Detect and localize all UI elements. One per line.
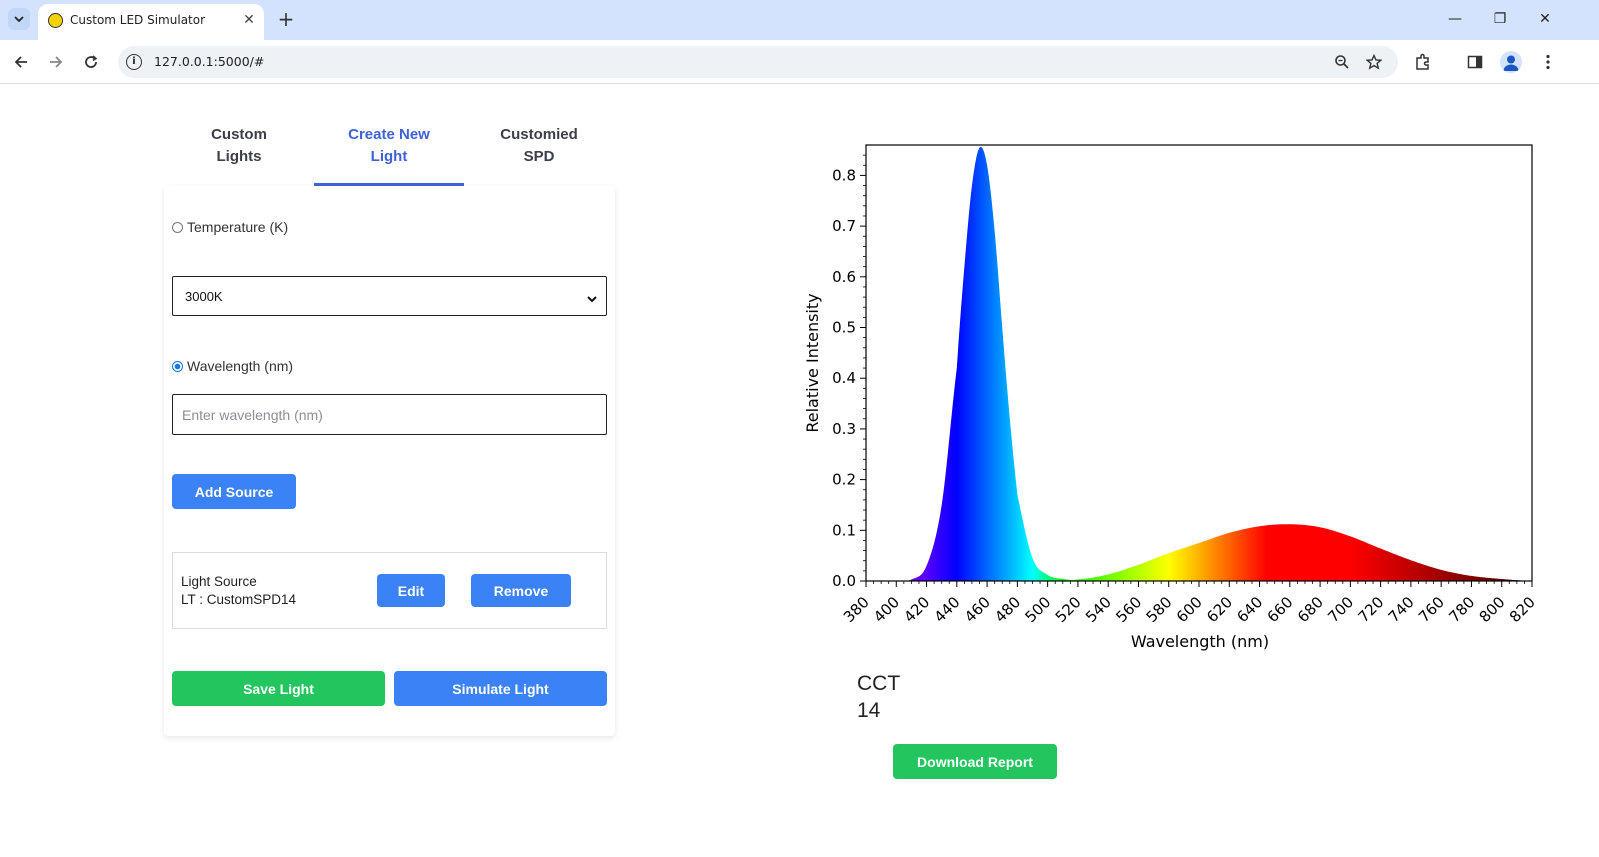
- x-tick-label: 380: [840, 593, 873, 626]
- spd-chart: 3804004204404604805005205405605806006206…: [803, 144, 1539, 651]
- restore-icon[interactable]: ❐: [1493, 11, 1507, 27]
- wavelength-label: Wavelength (nm): [187, 358, 294, 374]
- light-source-text: Light Source LT : CustomSPD14: [181, 574, 297, 607]
- browser-toolbar: i 127.0.0.1:5000/#: [0, 40, 1599, 84]
- x-tick-label: 600: [1173, 593, 1206, 626]
- y-tick-label: 0.8: [832, 166, 856, 184]
- y-axis-label: Relative Intensity: [803, 293, 822, 432]
- y-tick-label: 0.5: [832, 319, 856, 337]
- temperature-radio[interactable]: [172, 221, 183, 233]
- y-tick-label: 0.0: [832, 572, 856, 590]
- x-tick-label: 400: [870, 593, 903, 626]
- x-tick-label: 700: [1324, 593, 1357, 626]
- url-text[interactable]: 127.0.0.1:5000/#: [154, 54, 265, 69]
- spectrum-area: [866, 146, 1532, 581]
- wavelength-radio[interactable]: [172, 360, 183, 372]
- browser-tab[interactable]: Custom LED Simulator ✕: [38, 4, 264, 40]
- x-tick-label: 800: [1476, 593, 1509, 626]
- x-tick-label: 760: [1415, 593, 1448, 626]
- y-tick-label: 0.2: [832, 471, 856, 489]
- side-panel-icon[interactable]: [1465, 52, 1485, 72]
- x-tick-label: 680: [1294, 593, 1327, 626]
- tab-label: SPD: [523, 148, 555, 165]
- x-tick-label: 460: [961, 593, 994, 626]
- temperature-option[interactable]: Temperature (K): [172, 219, 288, 235]
- tab-title: Custom LED Simulator: [70, 13, 206, 27]
- app-tabs: Custom Lights Create New Light Customied…: [164, 120, 615, 186]
- y-tick-label: 0.1: [832, 521, 856, 539]
- reload-icon[interactable]: [78, 49, 104, 75]
- x-tick-label: 780: [1445, 593, 1478, 626]
- temperature-label: Temperature (K): [187, 219, 289, 235]
- temperature-value: 3000K: [185, 289, 223, 304]
- tab-customied-spd[interactable]: Customied SPD: [464, 120, 614, 186]
- tab-label: Lights: [216, 148, 262, 165]
- x-axis-label: Wavelength (nm): [1131, 632, 1269, 651]
- profile-icon[interactable]: [1500, 51, 1522, 73]
- tab-search-icon[interactable]: [8, 8, 30, 30]
- tab-label: Light: [370, 148, 408, 165]
- cct-label: CCT: [857, 672, 901, 695]
- temperature-select[interactable]: 3000K: [172, 276, 607, 316]
- y-tick-label: 0.6: [832, 268, 856, 286]
- minimize-icon[interactable]: —: [1448, 11, 1462, 27]
- x-tick-label: 480: [991, 593, 1024, 626]
- tab-custom-lights[interactable]: Custom Lights: [164, 120, 314, 186]
- extensions-icon[interactable]: [1413, 52, 1433, 72]
- tab-create-new-light[interactable]: Create New Light: [314, 120, 464, 186]
- tab-strip: Custom LED Simulator ✕ + — ❐ ✕: [0, 0, 1599, 40]
- back-icon[interactable]: [8, 49, 34, 75]
- zoom-icon[interactable]: [1332, 52, 1352, 72]
- favicon-icon: [48, 13, 63, 28]
- wavelength-input[interactable]: [172, 394, 607, 435]
- x-tick-label: 720: [1354, 593, 1387, 626]
- simulate-light-button[interactable]: Simulate Light: [394, 671, 607, 706]
- cct-readout: CCT 14: [857, 670, 900, 724]
- address-bar[interactable]: i 127.0.0.1:5000/#: [118, 46, 1398, 78]
- chevron-down-icon: [586, 290, 598, 303]
- edit-button[interactable]: Edit: [377, 574, 445, 607]
- tab-label: Create New: [348, 126, 430, 143]
- x-tick-label: 820: [1506, 593, 1539, 626]
- x-tick-label: 420: [900, 593, 933, 626]
- x-tick-label: 520: [1052, 593, 1085, 626]
- save-light-button[interactable]: Save Light: [172, 671, 385, 706]
- y-tick-label: 0.7: [832, 217, 856, 235]
- x-tick-label: 660: [1264, 593, 1297, 626]
- x-tick-label: 620: [1203, 593, 1236, 626]
- download-report-button[interactable]: Download Report: [893, 744, 1057, 779]
- x-tick-label: 740: [1385, 593, 1418, 626]
- create-light-card: Temperature (K) 3000K Wavelength (nm) Ad…: [164, 186, 615, 736]
- y-tick-label: 0.4: [832, 369, 856, 387]
- window-close-icon[interactable]: ✕: [1539, 11, 1551, 27]
- x-tick-label: 640: [1233, 593, 1266, 626]
- light-source-item: Light Source LT : CustomSPD14 Edit Remov…: [172, 552, 607, 629]
- x-tick-label: 440: [931, 593, 964, 626]
- plus-icon[interactable]: +: [277, 7, 295, 31]
- x-tick-label: 540: [1082, 593, 1115, 626]
- wavelength-option[interactable]: Wavelength (nm): [172, 358, 293, 374]
- x-tick-label: 500: [1021, 593, 1054, 626]
- remove-button[interactable]: Remove: [471, 574, 571, 607]
- x-tick-label: 560: [1112, 593, 1145, 626]
- star-icon[interactable]: [1364, 52, 1384, 72]
- info-icon[interactable]: i: [126, 54, 142, 70]
- menu-icon[interactable]: [1538, 52, 1558, 72]
- x-tick-label: 580: [1143, 593, 1176, 626]
- cct-value: 14: [857, 699, 881, 722]
- forward-icon[interactable]: [43, 49, 69, 75]
- tab-label: Customied: [500, 126, 578, 143]
- tab-label: Custom: [211, 126, 267, 143]
- add-source-button[interactable]: Add Source: [172, 474, 296, 509]
- close-icon[interactable]: ✕: [243, 12, 255, 28]
- y-tick-label: 0.3: [832, 420, 856, 438]
